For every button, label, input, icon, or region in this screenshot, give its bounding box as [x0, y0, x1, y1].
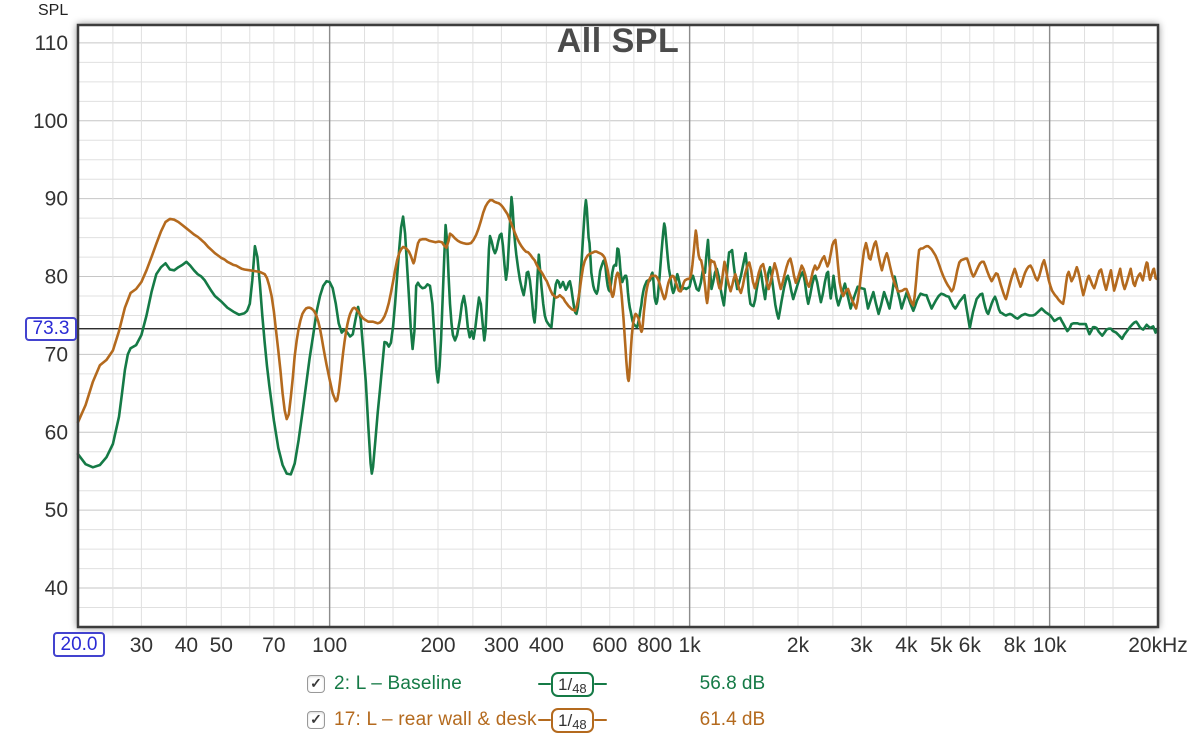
- y-tick-label: 100: [33, 110, 68, 133]
- trace-visibility-checkbox[interactable]: ✓: [307, 711, 325, 729]
- chart-title: All SPL: [556, 22, 680, 60]
- y-tick-label: 60: [45, 421, 68, 444]
- x-tick-label: 8k: [1004, 634, 1027, 657]
- x-tick-label: 70: [262, 634, 285, 657]
- trace-17-l-rear-wall-desk: [76, 198, 1160, 424]
- trace-label[interactable]: 17: L – rear wall & desk: [334, 709, 537, 730]
- trace-average-level: 56.8 dB: [699, 673, 766, 694]
- x-tick-label: 40: [175, 634, 198, 657]
- trace-2-l-baseline: [76, 195, 1160, 476]
- x-tick-label: 30: [130, 634, 153, 657]
- x-tick-label: 6k: [959, 634, 982, 657]
- y-tick-label: 50: [45, 499, 68, 522]
- plot-border: [76, 23, 1160, 629]
- y-tick-label: 110: [35, 32, 68, 55]
- trace-label[interactable]: 2: L – Baseline: [334, 673, 462, 694]
- cursor-spl-readout: 73.3: [25, 317, 77, 341]
- y-tick-label: 90: [45, 188, 68, 211]
- x-tick-label: 10k: [1033, 634, 1067, 657]
- y-axis-title: SPL: [38, 2, 69, 19]
- x-tick-label: 20kHz: [1128, 634, 1188, 657]
- x-tick-label: 1k: [679, 634, 702, 657]
- cursor-freq-readout: 20.0: [53, 632, 105, 657]
- x-tick-label: 800: [637, 634, 672, 657]
- smoothing-control[interactable]: 1/48: [538, 671, 607, 697]
- x-tick-label: 3k: [850, 634, 873, 657]
- spl-chart[interactable]: 110 100 90 80 70 60 50 40 30 40 50 70 100 200 300 400 60…: [0, 0, 1200, 660]
- x-tick-label: 300: [484, 634, 519, 657]
- trace-line-left: [538, 718, 551, 722]
- y-tick-label: 40: [45, 577, 68, 600]
- smoothing-badge: 1/48: [551, 671, 594, 697]
- trace-average-level: 61.4 dB: [699, 709, 766, 730]
- legend-row-rear-wall-desk: ✓ 17: L – rear wall & desk 1/48 61.4 dB: [307, 706, 765, 734]
- x-tick-label: 100: [312, 634, 347, 657]
- x-tick-label: 2k: [787, 634, 810, 657]
- x-tick-label: 5k: [930, 634, 953, 657]
- y-tick-label: 70: [45, 343, 68, 366]
- trace-line-right: [593, 718, 607, 722]
- trace-line-right: [593, 682, 607, 686]
- x-tick-label: 50: [210, 634, 233, 657]
- x-tick-label: 200: [420, 634, 455, 657]
- trace-line-left: [538, 682, 551, 686]
- smoothing-control[interactable]: 1/48: [538, 707, 607, 733]
- x-tick-label: 600: [592, 634, 627, 657]
- checkmark-icon: ✓: [310, 675, 322, 691]
- trace-visibility-checkbox[interactable]: ✓: [307, 675, 325, 693]
- x-tick-label: 400: [529, 634, 564, 657]
- y-tick-label: 80: [45, 266, 68, 289]
- legend-row-baseline: ✓ 2: L – Baseline 1/48 56.8 dB: [307, 670, 765, 698]
- x-tick-label: 4k: [895, 634, 918, 657]
- checkmark-icon: ✓: [310, 711, 322, 727]
- smoothing-badge: 1/48: [551, 707, 594, 733]
